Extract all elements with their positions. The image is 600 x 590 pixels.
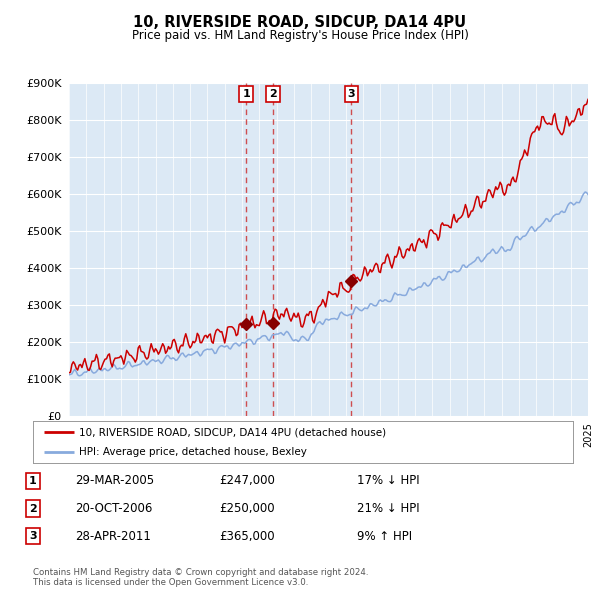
Text: 17% ↓ HPI: 17% ↓ HPI [357,474,419,487]
Text: Price paid vs. HM Land Registry's House Price Index (HPI): Price paid vs. HM Land Registry's House … [131,30,469,42]
Text: HPI: Average price, detached house, Bexley: HPI: Average price, detached house, Bexl… [79,447,307,457]
Text: £247,000: £247,000 [219,474,275,487]
Text: Contains HM Land Registry data © Crown copyright and database right 2024.
This d: Contains HM Land Registry data © Crown c… [33,568,368,587]
Text: 10, RIVERSIDE ROAD, SIDCUP, DA14 4PU: 10, RIVERSIDE ROAD, SIDCUP, DA14 4PU [133,15,467,30]
Text: 3: 3 [29,532,37,541]
Text: 2: 2 [269,89,277,99]
Text: 29-MAR-2005: 29-MAR-2005 [75,474,154,487]
Text: 3: 3 [347,89,355,99]
Text: 28-APR-2011: 28-APR-2011 [75,530,151,543]
Text: 9% ↑ HPI: 9% ↑ HPI [357,530,412,543]
Text: 2: 2 [29,504,37,513]
Text: 21% ↓ HPI: 21% ↓ HPI [357,502,419,515]
Text: 10, RIVERSIDE ROAD, SIDCUP, DA14 4PU (detached house): 10, RIVERSIDE ROAD, SIDCUP, DA14 4PU (de… [79,427,386,437]
Text: £250,000: £250,000 [219,502,275,515]
Text: 1: 1 [29,476,37,486]
Text: £365,000: £365,000 [219,530,275,543]
Text: 20-OCT-2006: 20-OCT-2006 [75,502,152,515]
Text: 1: 1 [242,89,250,99]
